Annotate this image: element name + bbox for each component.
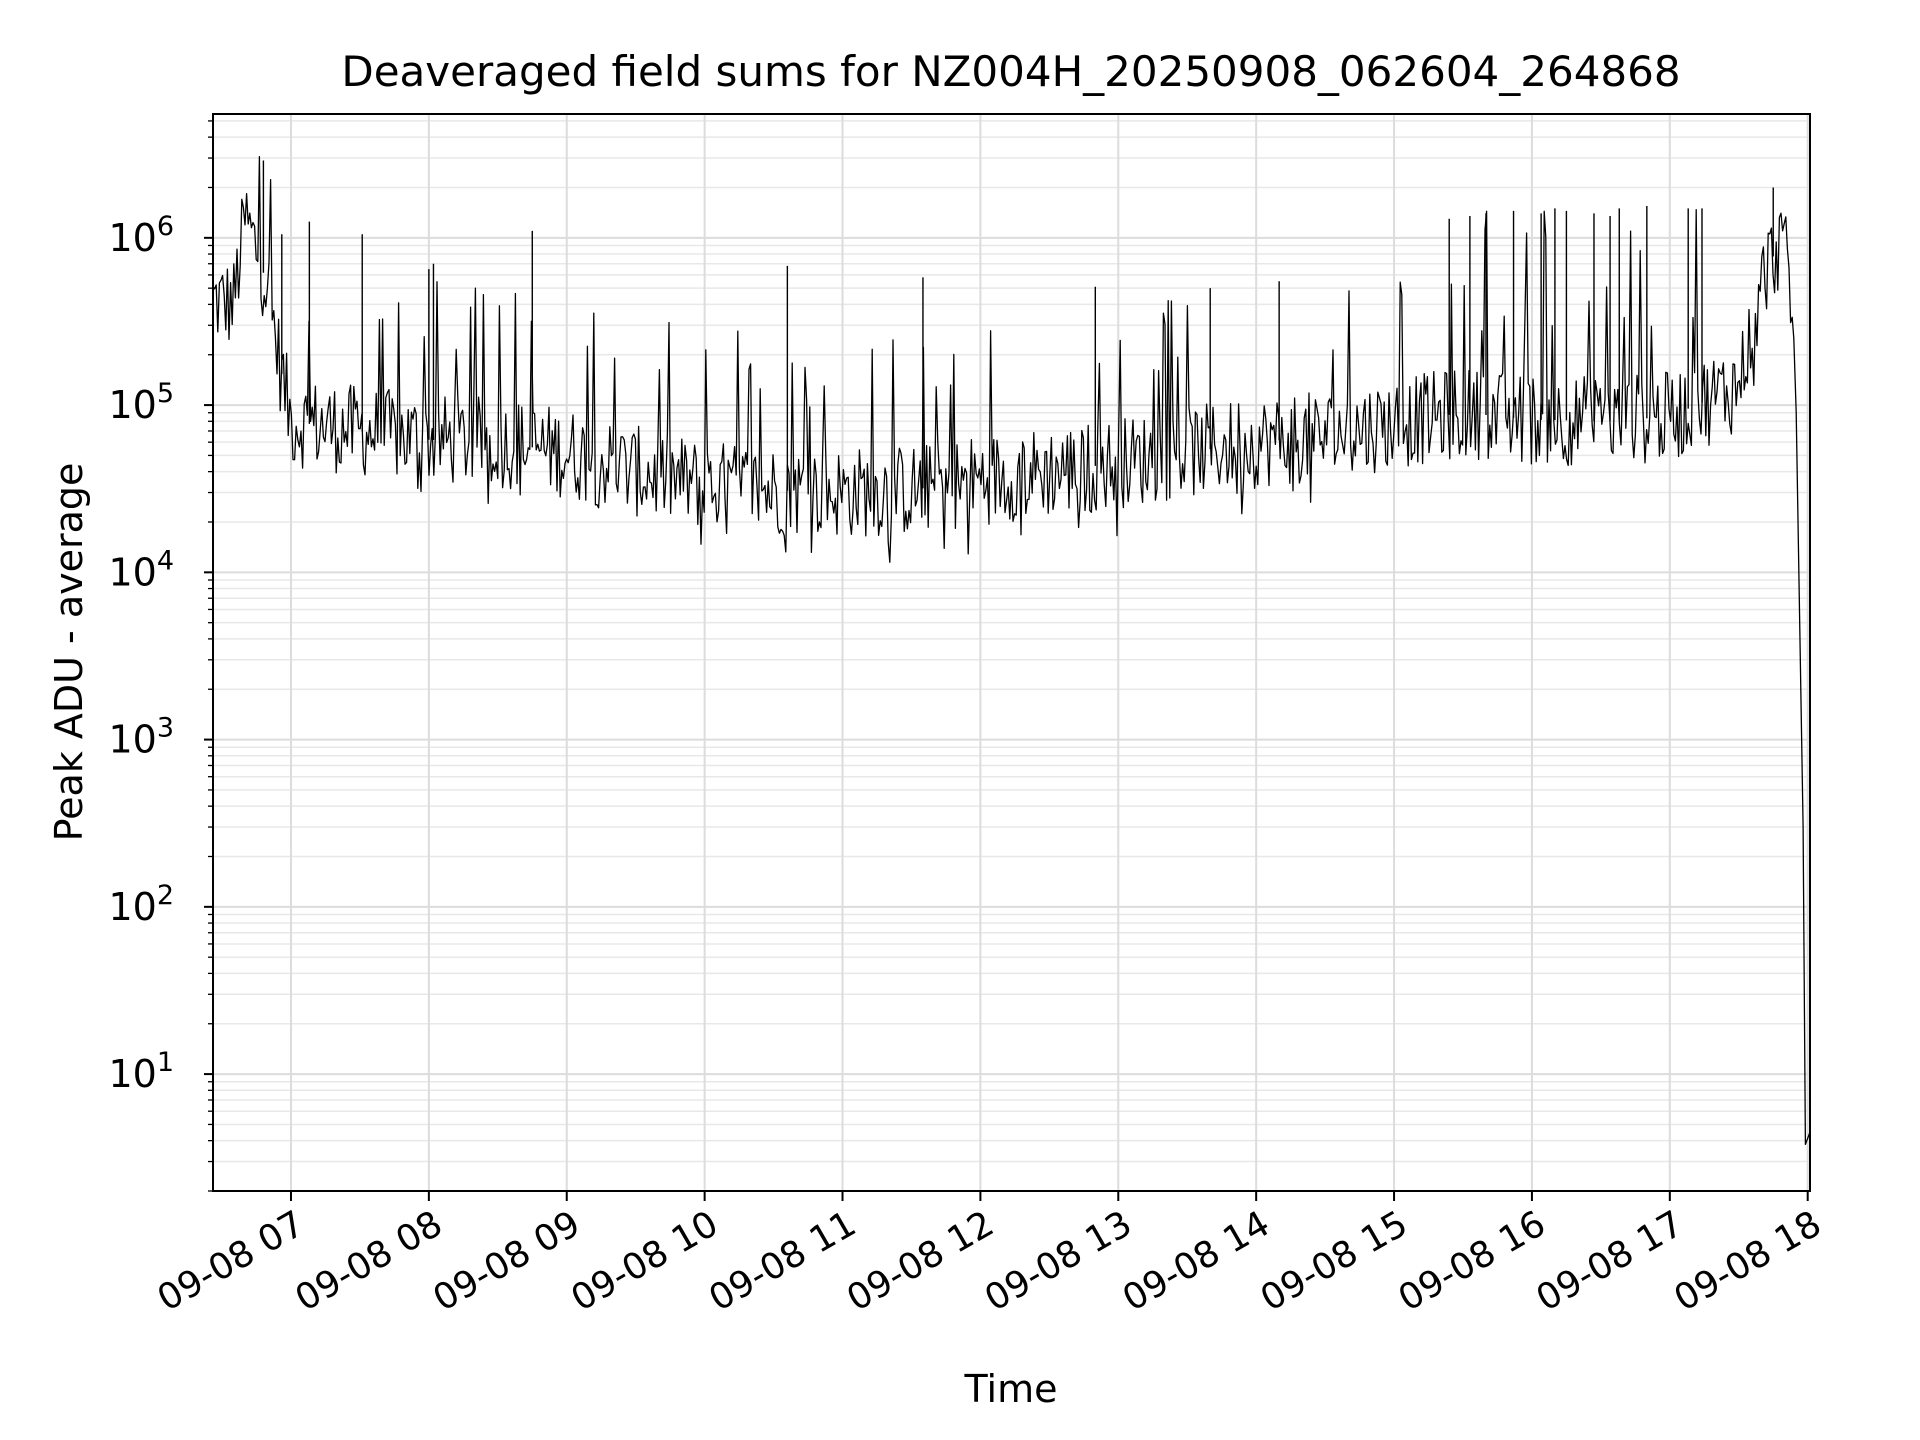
y-axis-ticks: 101 102 103 104 105 106 [108,120,213,1192]
y-tick-label: 102 [108,880,174,929]
y-tick-label: 104 [108,545,174,594]
y-tick-label: 101 [108,1047,174,1096]
x-axis-label: Time [964,1367,1058,1411]
data-series-line [212,156,1811,1146]
y-axis-label: Peak ADU - average [47,463,91,842]
y-tick-label: 105 [108,378,174,427]
chart-title: Deaveraged field sums for NZ004H_2025090… [341,47,1680,96]
y-tick-label: 106 [108,211,174,260]
grid-major-lines [213,114,1810,1191]
series-layer [212,156,1811,1146]
y-tick-label: 103 [108,713,174,762]
plot-frame [212,113,1811,1192]
